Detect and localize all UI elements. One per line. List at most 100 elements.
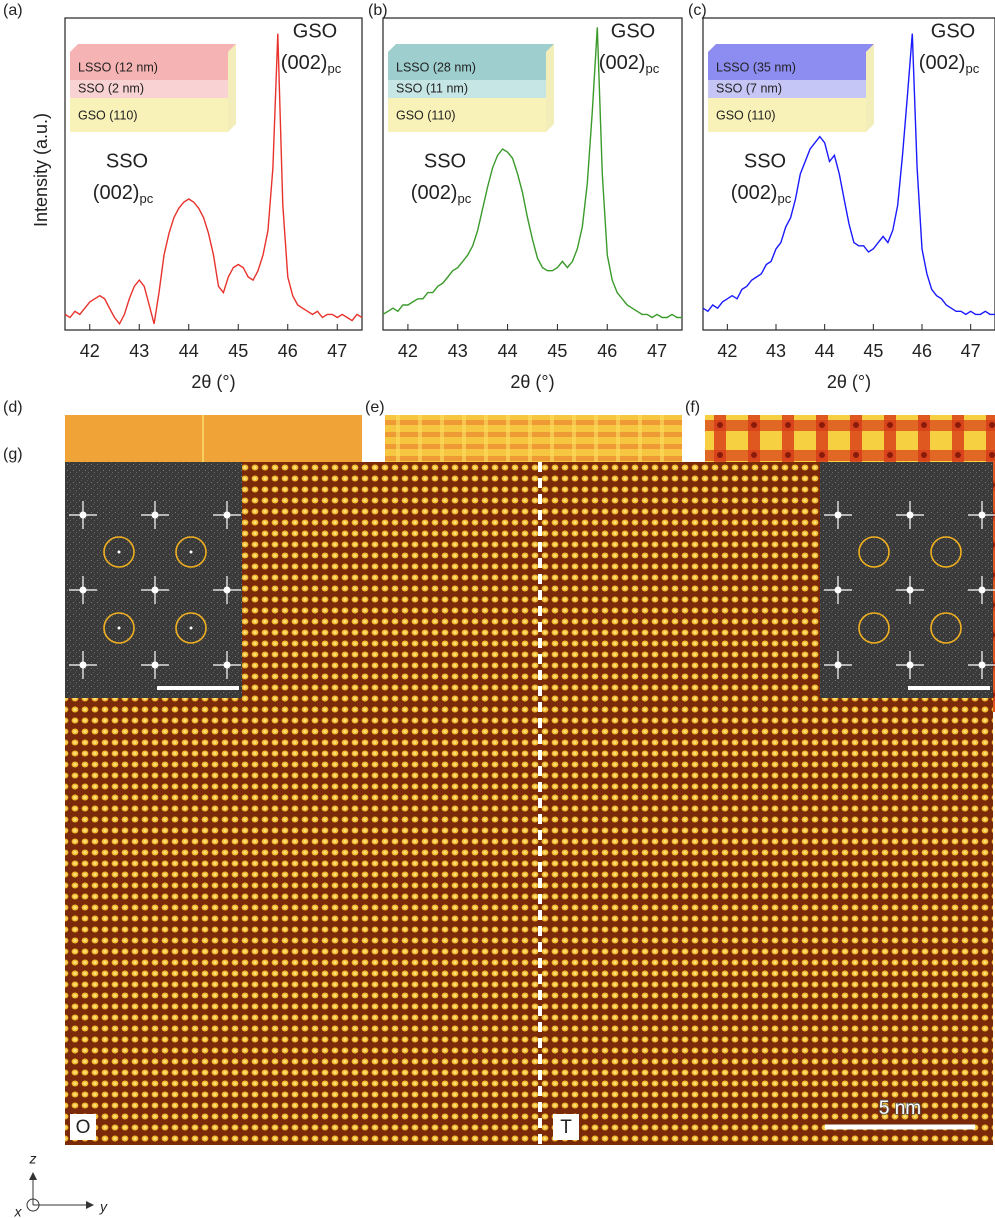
fft-spot: [117, 550, 121, 554]
plot-frame: [64, 17, 363, 331]
fft-spot: [79, 511, 87, 519]
x-tick-label: 45: [547, 341, 567, 361]
plot-frame: [702, 17, 995, 331]
inset-layer: [70, 80, 228, 98]
fft-marker: [175, 536, 207, 568]
fft-spot: [189, 550, 193, 554]
fft-spot: [834, 586, 842, 594]
fft-inset: [820, 462, 993, 698]
peak-index-sub: pc: [965, 61, 979, 76]
fft-marker: [930, 612, 962, 644]
peak-index: (002)pc: [411, 182, 472, 206]
fft-spot: [978, 511, 986, 519]
peak-index-main: (002): [919, 52, 966, 74]
x-tick-label: 42: [80, 341, 100, 361]
region-tag: [553, 1114, 579, 1140]
x-tick-label: 47: [961, 341, 981, 361]
region-tag: [70, 1114, 96, 1140]
fft-spot: [906, 661, 914, 669]
fft-spot: [834, 511, 842, 519]
y-axis-label: Intensity (a.u.): [31, 113, 51, 227]
fft-spot: [978, 586, 986, 594]
x-tick-label: 46: [278, 341, 298, 361]
peak-index-sub: pc: [457, 191, 471, 206]
layer-label: GSO (110): [78, 108, 138, 122]
peak-label: GSO: [611, 20, 655, 42]
x-tick-label: 42: [398, 341, 418, 361]
fft-marker: [103, 612, 135, 644]
inset-layer: [388, 80, 546, 98]
x-tick-label: 45: [863, 341, 883, 361]
fft-spot: [906, 511, 914, 519]
x-tick-label: 43: [766, 341, 786, 361]
panel-label: (f): [685, 399, 700, 416]
inset-layer: [70, 52, 228, 80]
peak-index-main: (002): [731, 182, 778, 204]
fft-marker: [103, 536, 135, 568]
fft-spot: [906, 586, 914, 594]
inset-side: [546, 44, 554, 132]
fft-marker: [858, 612, 890, 644]
fft-spot: [189, 626, 193, 630]
inset-side: [866, 44, 874, 132]
fft-marker: [930, 536, 962, 568]
fft-marker: [858, 536, 890, 568]
x-tick-label: 42: [717, 341, 737, 361]
peak-index-sub: pc: [777, 191, 791, 206]
x-axis-label: 2θ (°): [191, 372, 235, 392]
x-tick-label: 46: [597, 341, 617, 361]
x-tick-label: 44: [179, 341, 199, 361]
inset-top: [388, 44, 554, 52]
fft-spot: [79, 661, 87, 669]
arrow-head: [86, 1201, 94, 1209]
x-tick-label: 47: [647, 341, 667, 361]
inset-layer: [708, 52, 866, 80]
peak-index: (002)pc: [919, 52, 980, 76]
layer-label: LSSO (28 nm): [396, 60, 476, 74]
fft-spot: [834, 661, 842, 669]
layer-label: LSSO (12 nm): [78, 60, 158, 74]
panel-label: (b): [368, 2, 388, 19]
scale-bar-label: 5 nm: [879, 1098, 921, 1119]
inset-layer: [388, 52, 546, 80]
peak-label: SSO: [744, 150, 786, 172]
panel-label: (g): [3, 446, 23, 463]
layer-label: SSO (11 nm): [396, 81, 468, 95]
layer-label: LSSO (35 nm): [716, 60, 796, 74]
fft-spot: [79, 586, 87, 594]
peak-index-main: (002): [93, 182, 140, 204]
fft-spot: [151, 586, 159, 594]
arrow-head: [29, 1172, 37, 1180]
peak-label: SSO: [424, 150, 466, 172]
peak-label: SSO: [106, 150, 148, 172]
fft-spot: [223, 661, 231, 669]
x-tick-label: 45: [228, 341, 248, 361]
x-tick-label: 46: [912, 341, 932, 361]
region-label: T: [560, 1117, 572, 1138]
panel-label: (a): [3, 2, 23, 19]
peak-index: (002)pc: [599, 52, 660, 76]
peak-label: GSO: [293, 20, 337, 42]
fft-spot: [978, 661, 986, 669]
x-axis-label: 2θ (°): [827, 372, 871, 392]
layer-label: SSO (7 nm): [716, 81, 782, 95]
fft-spot: [223, 586, 231, 594]
x-tick-label: 47: [327, 341, 347, 361]
fft-marker: [175, 612, 207, 644]
inset-layer: [708, 80, 866, 98]
peak-label: GSO: [931, 20, 975, 42]
x-axis-label: 2θ (°): [510, 372, 554, 392]
inset-side: [228, 44, 236, 132]
x-tick-label: 44: [815, 341, 835, 361]
inset-layer: [708, 98, 866, 132]
peak-index-sub: pc: [327, 61, 341, 76]
peak-index-sub: pc: [139, 191, 153, 206]
fft-spot: [223, 511, 231, 519]
peak-index: (002)pc: [93, 182, 154, 206]
peak-index: (002)pc: [281, 52, 342, 76]
axis-label: y: [99, 1199, 108, 1215]
peak-index-sub: pc: [645, 61, 659, 76]
peak-index: (002)pc: [731, 182, 792, 206]
fft-spot: [151, 661, 159, 669]
